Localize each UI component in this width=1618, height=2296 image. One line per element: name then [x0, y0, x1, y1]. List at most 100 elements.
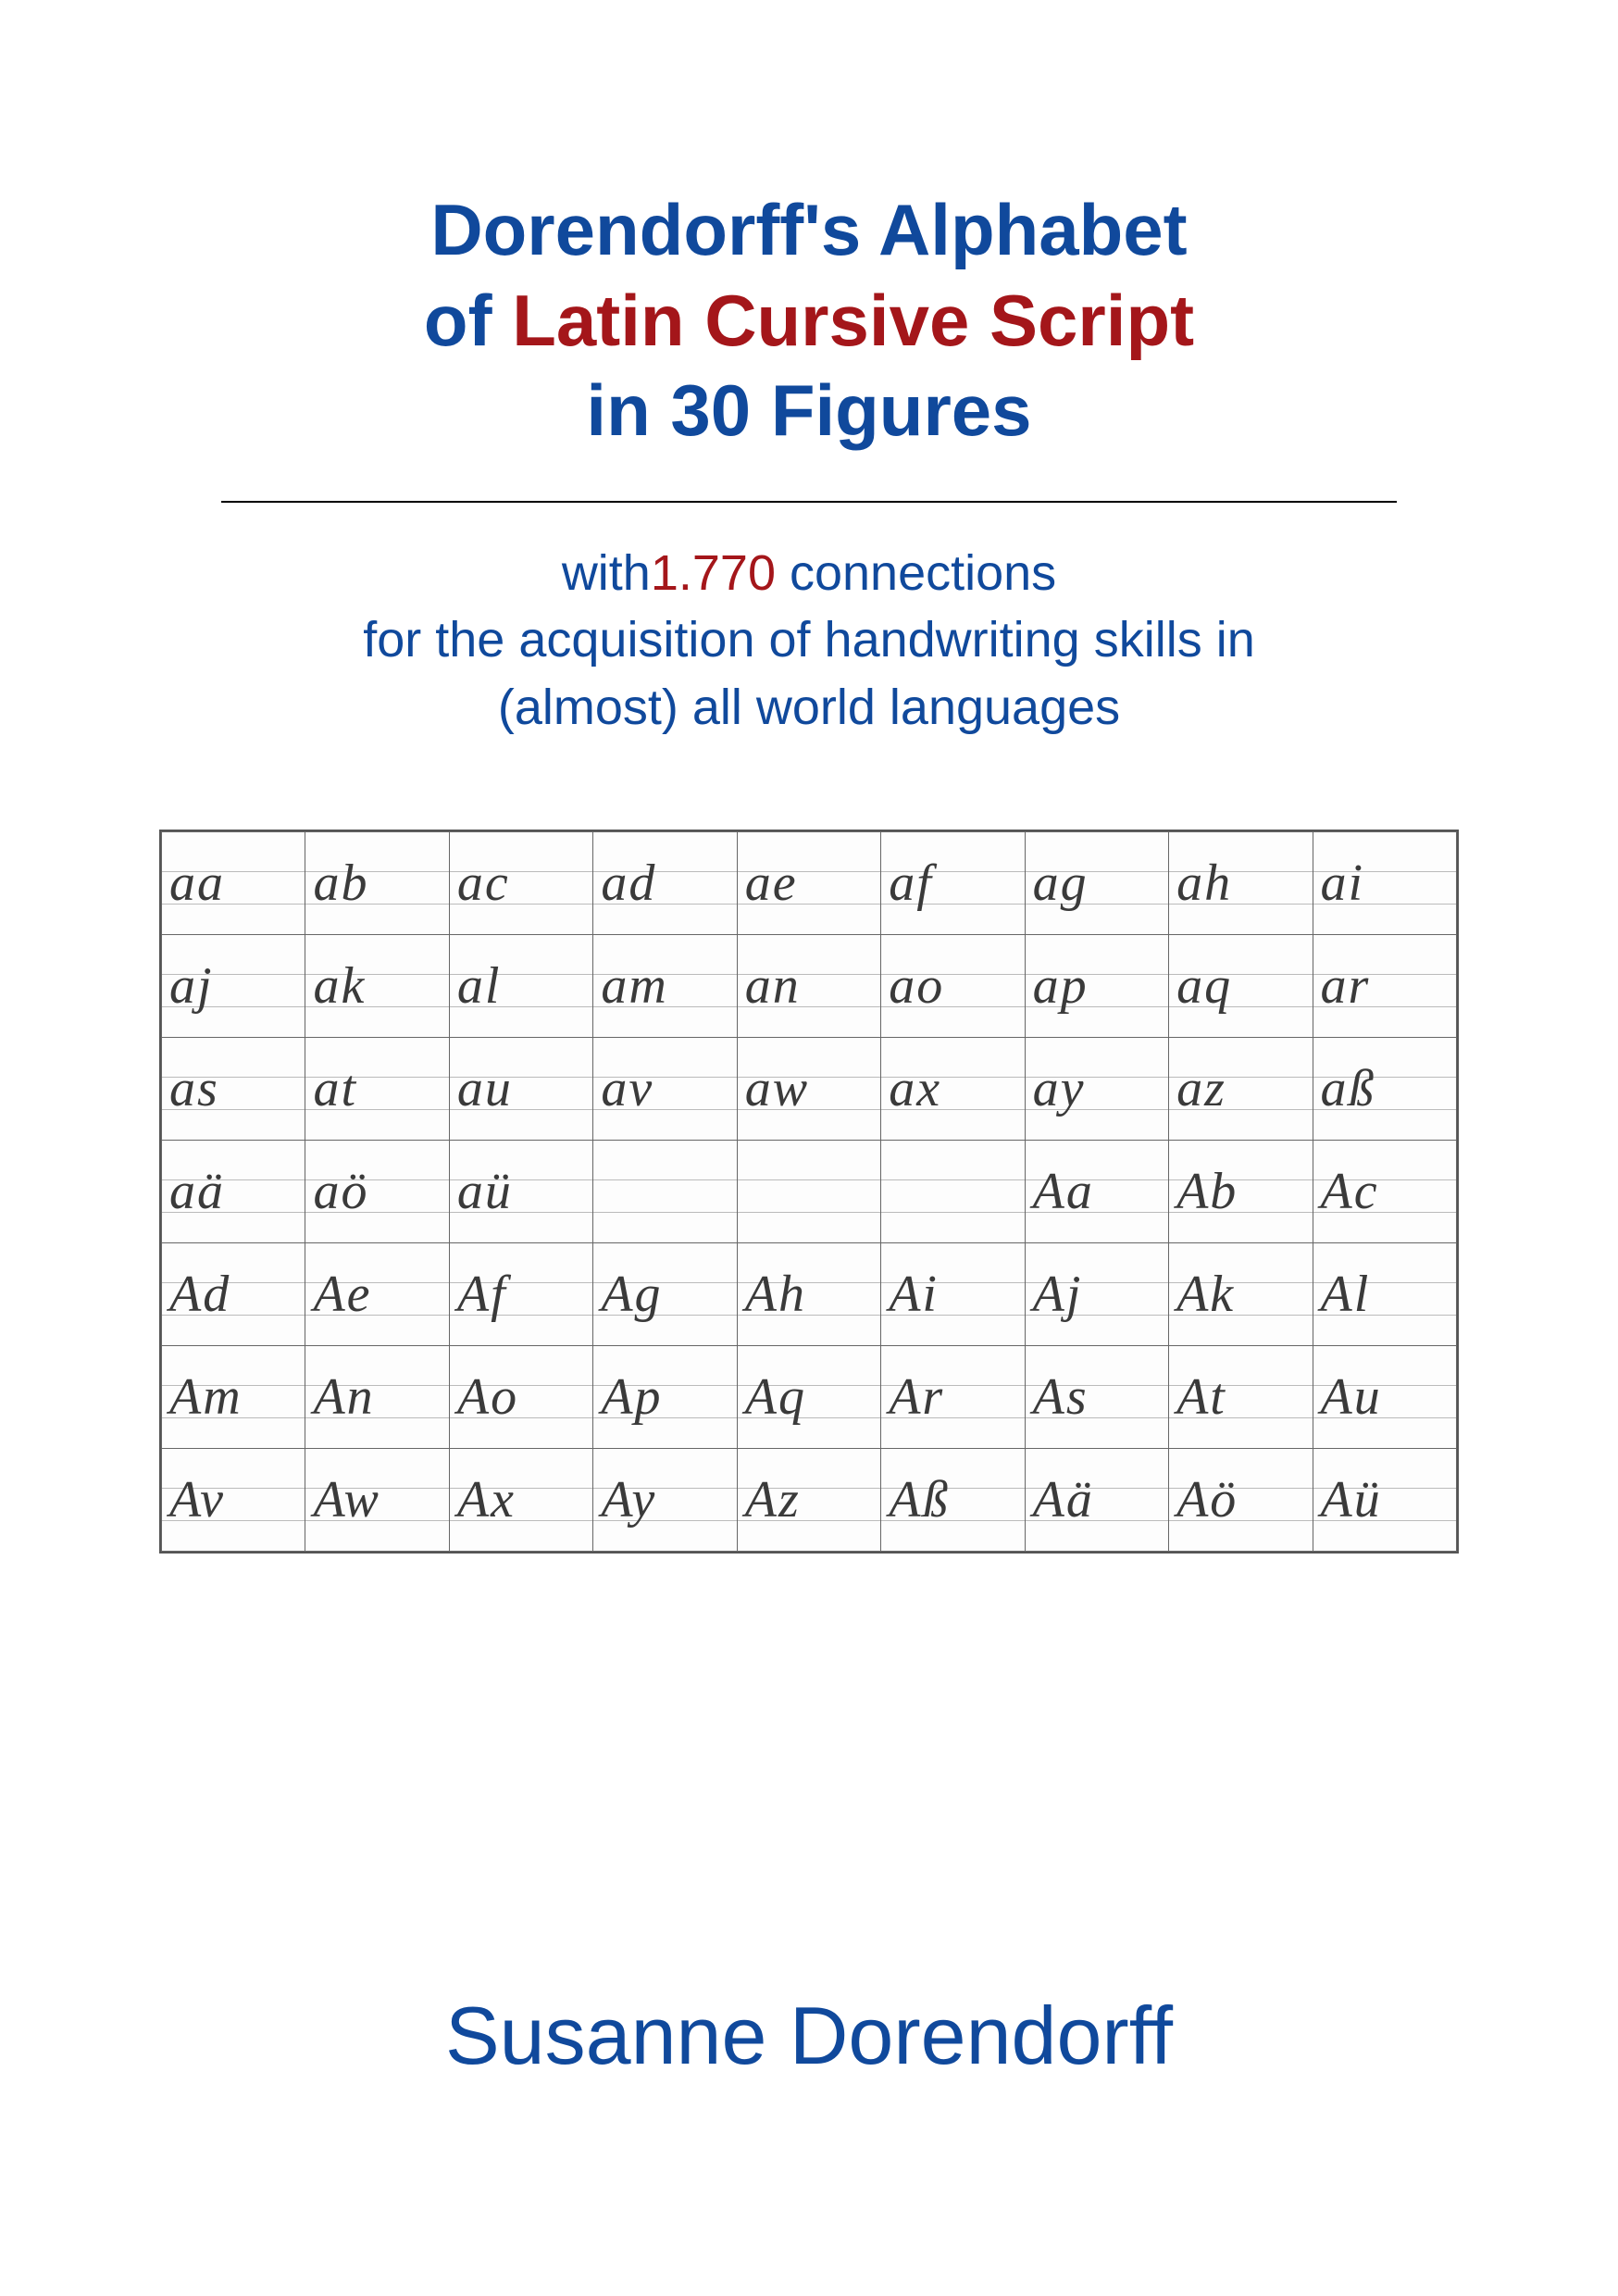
table-cell: ak — [305, 935, 449, 1038]
cursive-glyph: Aü — [1321, 1471, 1382, 1529]
subtitle-line-1: with1.770 connections — [148, 540, 1470, 607]
cursive-glyph: ah — [1176, 855, 1232, 912]
table-row: AdAeAfAgAhAiAjAkAl — [162, 1243, 1457, 1346]
cursive-glyph: Aw — [313, 1471, 380, 1529]
table-cell: al — [449, 935, 592, 1038]
table-row: AvAwAxAyAzAßAäAöAü — [162, 1449, 1457, 1552]
cursive-glyph: Ac — [1321, 1163, 1379, 1220]
table-cell: av — [593, 1038, 737, 1141]
table-cell: Aw — [305, 1449, 449, 1552]
table-cell: Ak — [1169, 1243, 1313, 1346]
table-cell: an — [737, 935, 880, 1038]
cursive-glyph: Ab — [1176, 1163, 1238, 1220]
cursive-glyph: Am — [169, 1368, 243, 1426]
table-cell: Ai — [881, 1243, 1025, 1346]
cursive-glyph: Ah — [745, 1266, 806, 1323]
table-cell: ag — [1025, 832, 1168, 935]
table-cell: Ap — [593, 1346, 737, 1449]
title-text-2b: Latin Cursive Script — [512, 280, 1194, 361]
cursive-glyph: Av — [169, 1471, 225, 1529]
table-row: Am An Ao Ap Aq Ar AsAt Au — [162, 1346, 1457, 1449]
title-line-2: of Latin Cursive Script — [148, 276, 1470, 367]
cursive-glyph: ae — [745, 855, 798, 912]
cursive-glyph: aq — [1176, 957, 1232, 1015]
title-line-3: in 30 Figures — [148, 366, 1470, 456]
table-cell — [593, 1141, 737, 1243]
table-cell: az — [1169, 1038, 1313, 1141]
cursive-glyph: Af — [457, 1266, 507, 1323]
table-row: aäaöaüAaAbAc — [162, 1141, 1457, 1243]
table-cell: At — [1169, 1346, 1313, 1449]
cursive-glyph: ao — [889, 957, 944, 1015]
table-cell: af — [881, 832, 1025, 935]
table-cell: Ae — [305, 1243, 449, 1346]
cursive-glyph: ac — [457, 855, 510, 912]
cursive-glyph: Au — [1321, 1368, 1382, 1426]
table-cell: ax — [881, 1038, 1025, 1141]
table-cell: ad — [593, 832, 737, 935]
cursive-glyph: al — [457, 957, 502, 1015]
cursive-glyph: ag — [1033, 855, 1089, 912]
cursive-glyph: at — [313, 1060, 357, 1117]
page: Dorendorff's Alphabet of Latin Cursive S… — [0, 0, 1618, 2296]
cursive-glyph: as — [169, 1060, 219, 1117]
table-cell: ar — [1313, 935, 1457, 1038]
cursive-glyph: Aq — [745, 1368, 806, 1426]
cursive-glyph: Aö — [1176, 1471, 1238, 1529]
cursive-table: aaabacadaeafagahaiajakalamanaoapaqarasat… — [161, 831, 1457, 1552]
table-cell: Ac — [1313, 1141, 1457, 1243]
table-cell: ay — [1025, 1038, 1168, 1141]
table-cell: ah — [1169, 832, 1313, 935]
table-cell — [737, 1141, 880, 1243]
table-cell: as — [162, 1038, 305, 1141]
subtitle-1-pre: with — [562, 545, 651, 601]
table-cell: aw — [737, 1038, 880, 1141]
table-cell: ae — [737, 832, 880, 935]
table-cell: aj — [162, 935, 305, 1038]
table-cell: ab — [305, 832, 449, 935]
cursive-glyph: An — [313, 1368, 374, 1426]
title-text-1: Dorendorff's Alphabet — [430, 189, 1187, 270]
table-row: asatauavawaxayazaß — [162, 1038, 1457, 1141]
cursive-glyph: aw — [745, 1060, 809, 1117]
table-cell: Ar — [881, 1346, 1025, 1449]
cursive-glyph: am — [601, 957, 667, 1015]
table-row: ajakalamanaoapaqar — [162, 935, 1457, 1038]
subtitle-line-2: for the acquisition of handwriting skill… — [148, 606, 1470, 674]
table-cell: As — [1025, 1346, 1168, 1449]
table-cell: Av — [162, 1449, 305, 1552]
cursive-glyph: Ad — [169, 1266, 230, 1323]
cursive-glyph: an — [745, 957, 801, 1015]
table-cell: aü — [449, 1141, 592, 1243]
cursive-glyph: ai — [1321, 855, 1365, 912]
table-cell: Au — [1313, 1346, 1457, 1449]
cursive-glyph: av — [601, 1060, 653, 1117]
cursive-glyph: Ar — [889, 1368, 944, 1426]
table-cell: ai — [1313, 832, 1457, 935]
table-cell: aa — [162, 832, 305, 935]
title-line-1: Dorendorff's Alphabet — [148, 185, 1470, 276]
table-cell: Ax — [449, 1449, 592, 1552]
title-text-2a: of — [424, 280, 512, 361]
cursive-glyph: ar — [1321, 957, 1371, 1015]
table-cell: aß — [1313, 1038, 1457, 1141]
cursive-glyph: ab — [313, 855, 368, 912]
cursive-glyph: At — [1176, 1368, 1226, 1426]
cursive-glyph: Ai — [889, 1266, 939, 1323]
author-name: Susanne Dorendorff — [0, 1989, 1618, 2083]
table-cell: Aa — [1025, 1141, 1168, 1243]
cursive-glyph: aj — [169, 957, 214, 1015]
table-cell: Az — [737, 1449, 880, 1552]
cursive-glyph: Ae — [313, 1266, 371, 1323]
cursive-glyph: ay — [1033, 1060, 1086, 1117]
cursive-glyph: Ap — [601, 1368, 662, 1426]
subtitle-1-post: connections — [776, 545, 1056, 601]
subtitle-1-num: 1.770 — [651, 545, 776, 601]
table-cell: Ag — [593, 1243, 737, 1346]
table-cell: Af — [449, 1243, 592, 1346]
cursive-glyph: Ao — [457, 1368, 518, 1426]
table-cell: at — [305, 1038, 449, 1141]
table-cell: aä — [162, 1141, 305, 1243]
table-cell: Aß — [881, 1449, 1025, 1552]
cursive-glyph: az — [1176, 1060, 1226, 1117]
